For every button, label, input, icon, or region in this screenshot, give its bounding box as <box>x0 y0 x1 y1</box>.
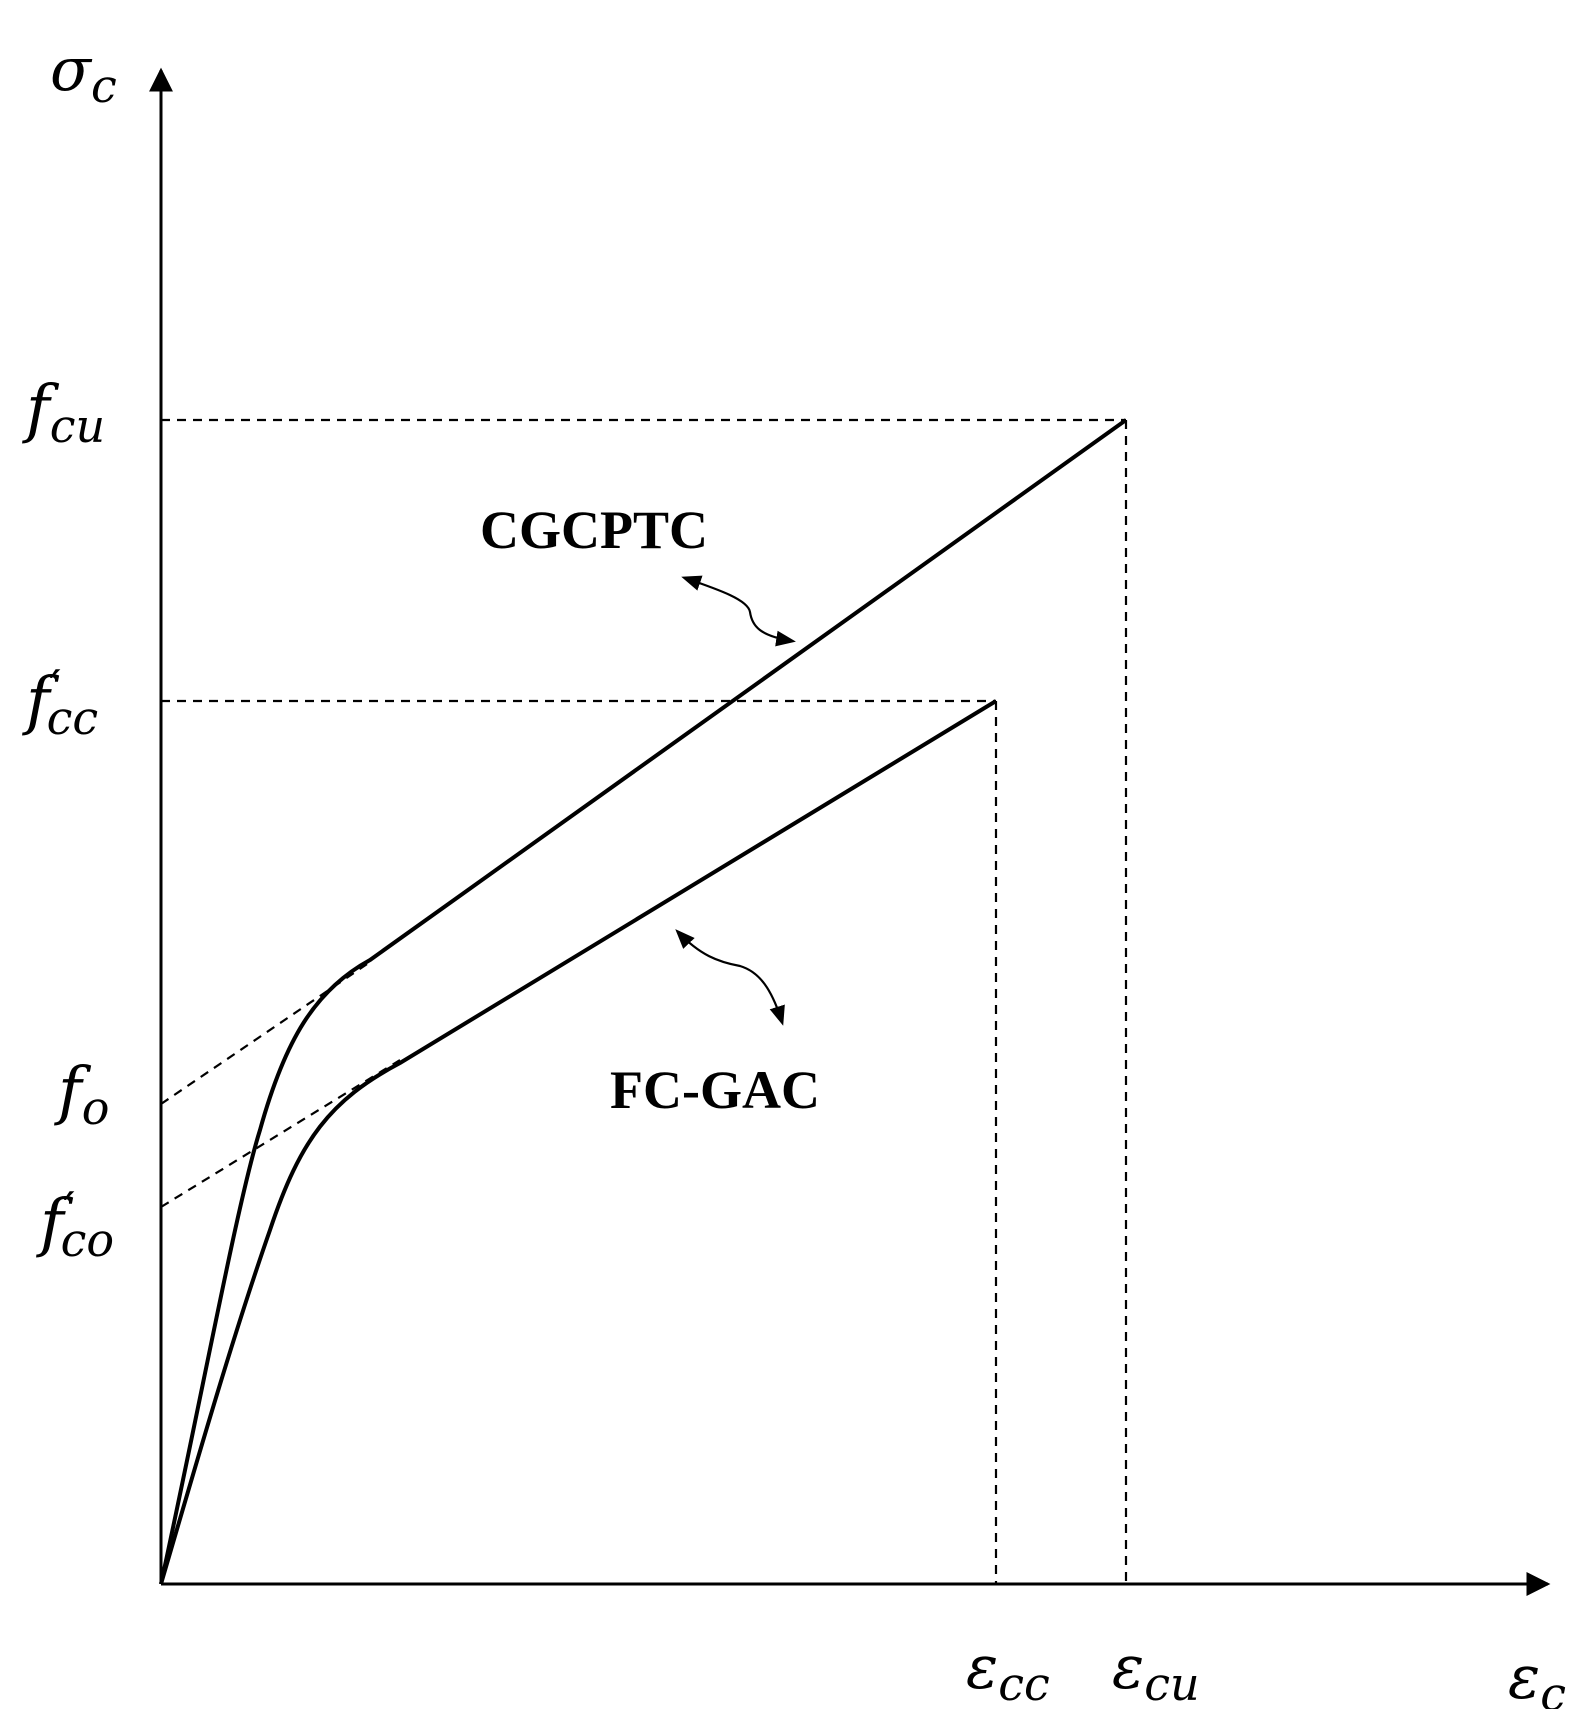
y-axis-label: σc <box>50 35 117 113</box>
ecu-label: εcu <box>1112 1633 1200 1709</box>
x-axis-label: εc <box>1508 1643 1566 1709</box>
fcc-label: f′ cc <box>22 660 98 745</box>
fo-label: fo <box>54 1054 109 1135</box>
fcgac-label: FC-GAC <box>610 1060 820 1120</box>
fcgac-pointer <box>675 929 785 1026</box>
cgcptc-curve <box>159 418 1128 1585</box>
fco-label: f′ co <box>36 1182 114 1267</box>
ecc-label: εcc <box>966 1633 1050 1709</box>
cgcptc-pointer <box>681 575 796 647</box>
fco-intercept-line <box>160 1059 401 1208</box>
fcgac-curve <box>159 699 998 1585</box>
cgcptc-label: CGCPTC <box>480 500 708 560</box>
fcu-label: fcu <box>22 372 105 453</box>
